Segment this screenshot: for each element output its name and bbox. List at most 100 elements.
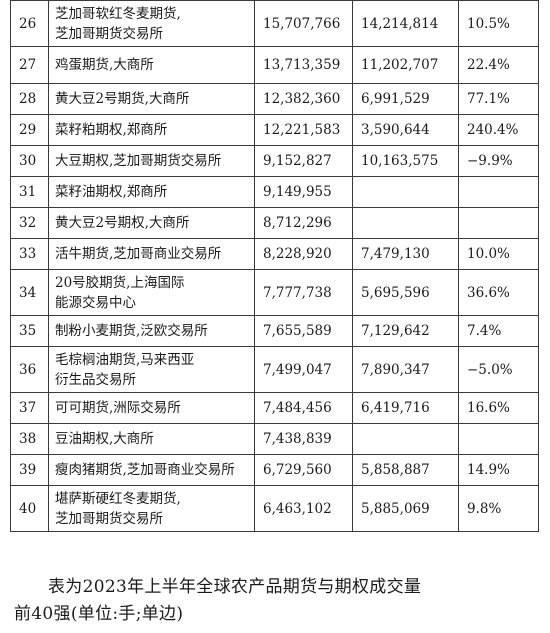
contract-name-cell: 可可期货,洲际交易所 bbox=[48, 392, 255, 424]
table-row: 33 活牛期货,芝加哥商业交易所 8,228,920 7,479,130 10.0% bbox=[10, 238, 539, 270]
table-row: 39 瘦肉猪期货,芝加哥商业交易所 6,729,560 5,858,887 14.9% bbox=[10, 454, 539, 486]
ranking-table-container: 26 芝加哥软红冬麦期货, 芝加哥期货交易所 15,707,766 14,214,814… bbox=[10, 0, 539, 532]
change-cell: −9.9% bbox=[458, 145, 539, 177]
change-cell: 36.6% bbox=[458, 269, 539, 316]
volume-2023-cell: 7,438,839 bbox=[254, 423, 353, 455]
table-row: 37 可可期货,洲际交易所 7,484,456 6,419,716 16.6% bbox=[10, 392, 539, 424]
contract-name-cell: 20号胶期货,上海国际 能源交易中心 bbox=[48, 269, 255, 316]
volume-2022-cell: 5,858,887 bbox=[352, 454, 459, 486]
rank-cell: 26 bbox=[10, 0, 49, 47]
change-cell: 7.4% bbox=[458, 315, 539, 347]
volume-2023-cell: 13,713,359 bbox=[254, 46, 353, 84]
contract-name-line: 鸡蛋期货,大商所 bbox=[55, 57, 154, 73]
rank-cell: 34 bbox=[10, 269, 49, 316]
volume-2023-cell: 7,499,047 bbox=[254, 346, 353, 393]
rank-cell: 33 bbox=[10, 238, 49, 270]
volume-2023-cell: 7,655,589 bbox=[254, 315, 353, 347]
change-cell: −5.0% bbox=[458, 346, 539, 393]
contract-name-cell: 黄大豆2号期货,大商所 bbox=[48, 83, 255, 115]
contract-name-line: 活牛期货,芝加哥商业交易所 bbox=[55, 246, 222, 262]
change-cell: 22.4% bbox=[458, 46, 539, 84]
volume-2022-cell: 10,163,575 bbox=[352, 145, 459, 177]
rank-cell: 30 bbox=[10, 145, 49, 177]
contract-name-cell: 大豆期权,芝加哥期货交易所 bbox=[48, 145, 255, 177]
table-row: 29 菜籽粕期权,郑商所 12,221,583 3,590,644 240.4% bbox=[10, 114, 539, 146]
volume-2023-cell: 12,382,360 bbox=[254, 83, 353, 115]
contract-name-cell: 菜籽粕期权,郑商所 bbox=[48, 114, 255, 146]
rank-cell: 27 bbox=[10, 46, 49, 84]
table-row: 35 制粉小麦期货,泛欧交易所 7,655,589 7,129,642 7.4% bbox=[10, 315, 539, 347]
rank-cell: 37 bbox=[10, 392, 49, 424]
volume-2022-cell: 5,695,596 bbox=[352, 269, 459, 316]
rank-cell: 28 bbox=[10, 83, 49, 115]
contract-name-line: 菜籽油期权,郑商所 bbox=[55, 184, 168, 200]
contract-name-line: 芝加哥软红冬麦期货, bbox=[55, 5, 181, 22]
volume-2022-cell bbox=[352, 423, 459, 455]
rank-cell: 40 bbox=[10, 485, 49, 532]
table-caption: 表为2023年上半年全球农产品期货与期权成交量 前40强(单位:手;单边) bbox=[14, 574, 538, 628]
volume-2023-cell: 15,707,766 bbox=[254, 0, 353, 47]
caption-line-1: 表为2023年上半年全球农产品期货与期权成交量 bbox=[48, 577, 422, 597]
change-cell: 240.4% bbox=[458, 114, 539, 146]
contract-name-cell: 鸡蛋期货,大商所 bbox=[48, 46, 255, 84]
volume-2022-cell: 7,129,642 bbox=[352, 315, 459, 347]
contract-name-line: 能源交易中心 bbox=[55, 294, 136, 311]
contract-name-line: 毛棕榈油期货,马来西亚 bbox=[55, 351, 195, 368]
table-row: 34 20号胶期货,上海国际 能源交易中心 7,777,738 5,695,596 36.… bbox=[10, 269, 539, 316]
change-cell bbox=[458, 207, 539, 239]
volume-2022-cell bbox=[352, 207, 459, 239]
contract-name-line: 可可期货,洲际交易所 bbox=[55, 400, 181, 416]
contract-name-line: 20号胶期货,上海国际 bbox=[55, 274, 185, 291]
rank-cell: 31 bbox=[10, 176, 49, 208]
rank-cell: 39 bbox=[10, 454, 49, 486]
change-cell: 10.5% bbox=[458, 0, 539, 47]
contract-name-line: 衍生品交易所 bbox=[55, 371, 136, 388]
volume-2022-cell bbox=[352, 176, 459, 208]
contract-name-line: 制粉小麦期货,泛欧交易所 bbox=[55, 323, 208, 339]
contract-name-line: 堪萨斯硬红冬麦期货, bbox=[55, 490, 181, 507]
contract-name-cell: 制粉小麦期货,泛欧交易所 bbox=[48, 315, 255, 347]
rank-cell: 32 bbox=[10, 207, 49, 239]
ranking-table-body: 26 芝加哥软红冬麦期货, 芝加哥期货交易所 15,707,766 14,214,814… bbox=[10, 0, 539, 532]
contract-name-cell: 黄大豆2号期权,大商所 bbox=[48, 207, 255, 239]
table-row: 27 鸡蛋期货,大商所 13,713,359 11,202,707 22.4% bbox=[10, 46, 539, 84]
ranking-table: 26 芝加哥软红冬麦期货, 芝加哥期货交易所 15,707,766 14,214,814… bbox=[10, 0, 539, 532]
contract-name-line: 豆油期权,大商所 bbox=[55, 431, 154, 447]
contract-name-cell: 菜籽油期权,郑商所 bbox=[48, 176, 255, 208]
rank-cell: 29 bbox=[10, 114, 49, 146]
change-cell: 9.8% bbox=[458, 485, 539, 532]
change-cell: 10.0% bbox=[458, 238, 539, 270]
volume-2023-cell: 7,484,456 bbox=[254, 392, 353, 424]
volume-2023-cell: 8,712,296 bbox=[254, 207, 353, 239]
volume-2023-cell: 6,729,560 bbox=[254, 454, 353, 486]
volume-2022-cell: 7,479,130 bbox=[352, 238, 459, 270]
volume-2023-cell: 7,777,738 bbox=[254, 269, 353, 316]
table-row: 28 黄大豆2号期货,大商所 12,382,360 6,991,529 77.1% bbox=[10, 83, 539, 115]
contract-name-cell: 瘦肉猪期货,芝加哥商业交易所 bbox=[48, 454, 255, 486]
volume-2022-cell: 14,214,814 bbox=[352, 0, 459, 47]
contract-name-cell: 活牛期货,芝加哥商业交易所 bbox=[48, 238, 255, 270]
volume-2022-cell: 5,885,069 bbox=[352, 485, 459, 532]
change-cell bbox=[458, 423, 539, 455]
change-cell: 16.6% bbox=[458, 392, 539, 424]
change-cell bbox=[458, 176, 539, 208]
table-row: 26 芝加哥软红冬麦期货, 芝加哥期货交易所 15,707,766 14,214,814… bbox=[10, 0, 539, 47]
volume-2022-cell: 6,991,529 bbox=[352, 83, 459, 115]
volume-2023-cell: 9,152,827 bbox=[254, 145, 353, 177]
volume-2022-cell: 6,419,716 bbox=[352, 392, 459, 424]
contract-name-line: 芝加哥期货交易所 bbox=[55, 25, 163, 42]
table-row: 31 菜籽油期权,郑商所 9,149,955 bbox=[10, 176, 539, 208]
volume-2022-cell: 3,590,644 bbox=[352, 114, 459, 146]
table-row: 40 堪萨斯硬红冬麦期货, 芝加哥期货交易所 6,463,102 5,885,069 9.… bbox=[10, 485, 539, 532]
table-row: 32 黄大豆2号期权,大商所 8,712,296 bbox=[10, 207, 539, 239]
contract-name-cell: 豆油期权,大商所 bbox=[48, 423, 255, 455]
volume-2022-cell: 11,202,707 bbox=[352, 46, 459, 84]
volume-2023-cell: 9,149,955 bbox=[254, 176, 353, 208]
caption-line-2: 前40强(单位:手;单边) bbox=[14, 604, 184, 624]
change-cell: 77.1% bbox=[458, 83, 539, 115]
contract-name-line: 黄大豆2号期货,大商所 bbox=[55, 91, 190, 107]
rank-cell: 35 bbox=[10, 315, 49, 347]
rank-cell: 36 bbox=[10, 346, 49, 393]
contract-name-line: 黄大豆2号期权,大商所 bbox=[55, 215, 190, 231]
contract-name-line: 芝加哥期货交易所 bbox=[55, 510, 163, 527]
